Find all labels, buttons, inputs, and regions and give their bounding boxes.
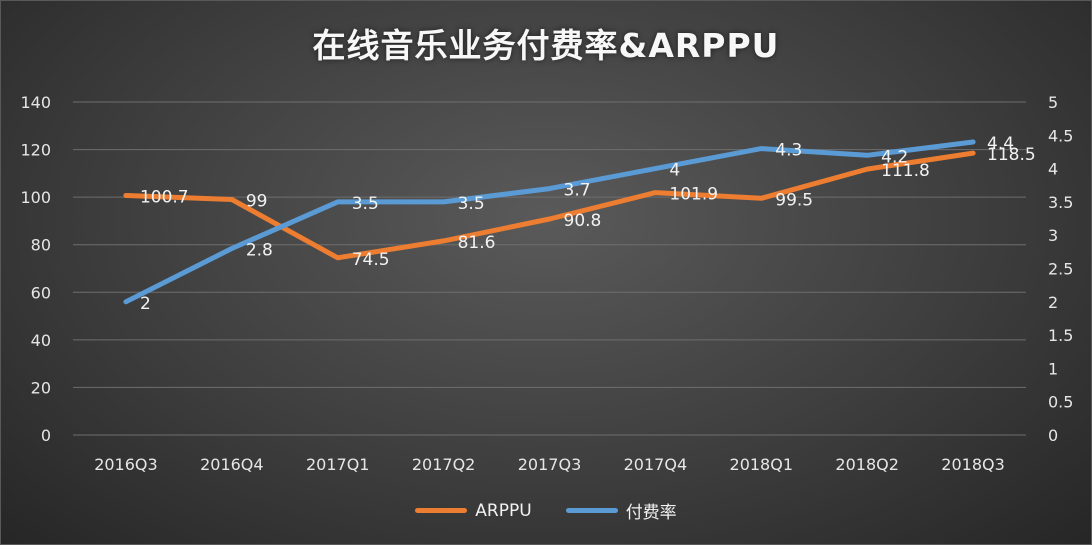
gridlines — [73, 101, 1026, 436]
series-lines — [123, 139, 976, 305]
x-axis-tick-label: 2017Q1 — [306, 455, 370, 474]
left-axis-tick-label: 80 — [31, 236, 51, 255]
right-axis-tick-label: 1.5 — [1048, 326, 1073, 345]
right-axis-tick-label: 3 — [1048, 226, 1058, 245]
data-label: 3.5 — [458, 194, 485, 214]
data-label: 4.4 — [987, 134, 1014, 154]
legend-swatch-paying-rate — [565, 508, 618, 513]
right-axis-tick-label: 3.5 — [1048, 193, 1073, 212]
data-label: 2.8 — [246, 241, 273, 261]
left-axis-tick-label: 100 — [20, 188, 51, 207]
chart-title: 在线音乐业务付费率&ARPPU — [312, 26, 780, 65]
left-axis-tick-label: 0 — [41, 426, 51, 445]
legend-item-arppu[interactable]: ARPPU — [415, 498, 532, 523]
data-label: 2 — [140, 294, 151, 314]
x-axis-tick-label: 2017Q2 — [412, 455, 476, 474]
x-axis-tick-label: 2018Q2 — [835, 455, 899, 474]
legend-label-arppu: ARPPU — [475, 500, 532, 521]
data-label: 99 — [246, 192, 268, 212]
data-label: 3.5 — [352, 194, 379, 214]
data-label: 81.6 — [458, 233, 496, 253]
legend: ARPPU 付费率 — [1, 498, 1091, 523]
x-axis-tick-label: 2018Q3 — [941, 455, 1005, 474]
right-axis-tick-label: 0 — [1048, 426, 1058, 445]
left-axis-tick-label: 40 — [31, 331, 51, 350]
right-axis-ticks: 0 0.5 1 1.5 2 2.5 3 3.5 4 4.5 5 — [1048, 93, 1073, 445]
right-axis-tick-label: 4 — [1048, 160, 1058, 179]
data-label: 4 — [669, 161, 680, 181]
x-axis-tick-label: 2017Q4 — [624, 455, 688, 474]
left-axis-tick-label: 60 — [31, 283, 51, 302]
right-axis-tick-label: 2 — [1048, 293, 1058, 312]
right-axis-tick-label: 1 — [1048, 359, 1058, 378]
x-axis-tick-label: 2016Q3 — [94, 455, 158, 474]
series-line-arppu — [123, 150, 976, 261]
left-axis-ticks: 0 20 40 60 80 100 120 140 — [20, 93, 51, 445]
x-axis-ticks: 2016Q3 2016Q4 2017Q1 2017Q2 2017Q3 2017Q4 2018… — [94, 455, 1005, 474]
legend-item-paying-rate[interactable]: 付费率 — [565, 498, 677, 523]
data-label: 74.5 — [352, 250, 390, 270]
x-axis-tick-label: 2016Q4 — [200, 455, 264, 474]
data-label: 3.7 — [564, 181, 591, 201]
right-axis-tick-label: 2.5 — [1048, 260, 1073, 279]
left-axis-tick-label: 120 — [20, 141, 51, 160]
data-label: 4.3 — [775, 141, 802, 161]
data-labels: 100.7 99 74.5 81.6 90.8 101.9 99.5 111.8 118.5 2 2… — [140, 134, 1036, 314]
right-axis-tick-label: 4.5 — [1048, 126, 1073, 145]
right-axis-tick-label: 5 — [1048, 93, 1058, 112]
x-axis-tick-label: 2018Q1 — [730, 455, 794, 474]
right-axis-tick-label: 0.5 — [1048, 393, 1073, 412]
data-label: 118.5 — [987, 145, 1036, 165]
data-label: 100.7 — [140, 187, 189, 207]
data-label: 111.8 — [881, 161, 930, 181]
series-line-paying-rate — [123, 139, 976, 305]
legend-swatch-arppu — [415, 508, 468, 513]
left-axis-tick-label: 20 — [31, 378, 51, 397]
left-axis-tick-label: 140 — [20, 93, 51, 112]
x-axis-tick-label: 2017Q3 — [518, 455, 582, 474]
data-label: 90.8 — [564, 211, 602, 231]
data-label: 99.5 — [775, 190, 813, 210]
data-label: 4.2 — [881, 147, 908, 167]
data-label: 101.9 — [669, 185, 718, 205]
legend-label-paying-rate: 付费率 — [625, 503, 677, 523]
